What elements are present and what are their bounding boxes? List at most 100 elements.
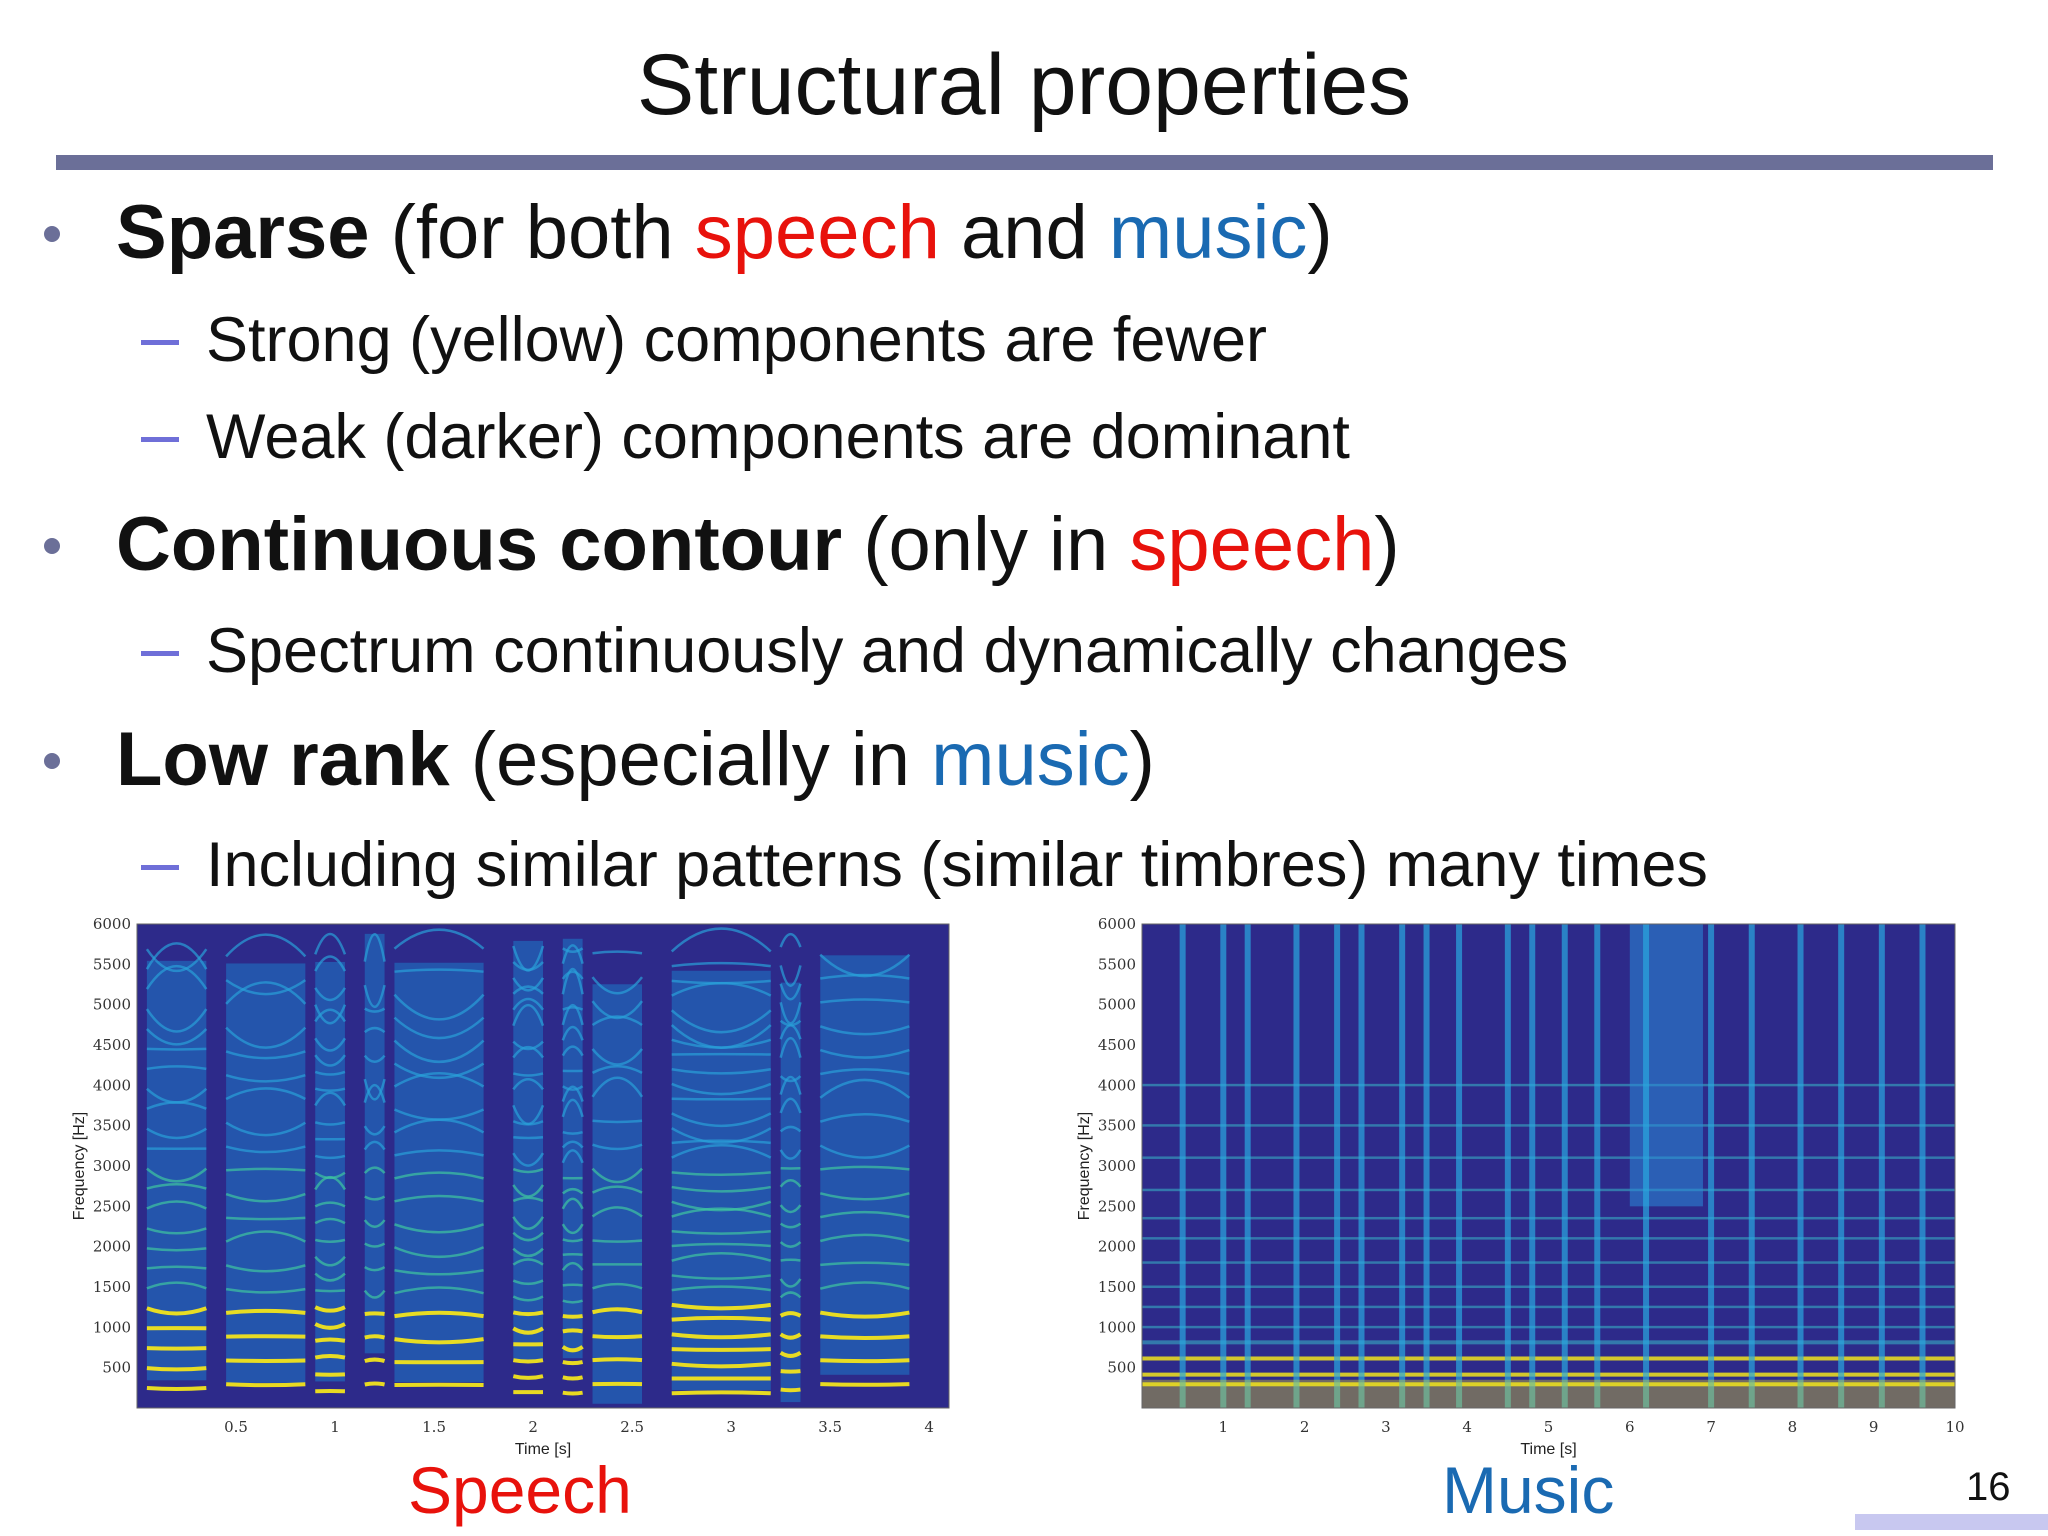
harmonic <box>512 1310 544 1317</box>
y-tick-label: 2000 <box>93 1238 131 1256</box>
harmonic <box>314 955 347 972</box>
slide-number: 16 <box>1966 1465 2011 1509</box>
spectrogram-marks <box>145 927 911 1404</box>
bullet-heading: Sparse <box>116 190 370 275</box>
harmonic <box>512 1004 545 1027</box>
harmonic <box>562 1085 584 1091</box>
harmonic-band <box>1142 1285 1955 1288</box>
speech-caption: Speech <box>408 1453 632 1527</box>
harmonic <box>364 1381 385 1387</box>
harmonic <box>512 1184 545 1198</box>
harmonic <box>512 985 544 995</box>
harmonic <box>512 1295 544 1302</box>
music-caption: Music <box>1442 1453 1615 1527</box>
y-tick-label: 6000 <box>93 915 131 933</box>
voiced-segment <box>780 982 801 1403</box>
onset-column <box>1797 924 1804 1408</box>
harmonic <box>670 1024 772 1049</box>
music-spectrogram: 500 1000 1500 2000 2500 3000 3500 4000 4500 5000 5… <box>1065 910 1975 1470</box>
harmonic <box>225 933 307 958</box>
harmonic <box>314 1154 346 1160</box>
harmonic <box>671 1230 771 1235</box>
harmonic <box>561 1085 584 1102</box>
harmonic <box>779 1311 802 1318</box>
harmonic <box>561 944 584 964</box>
speech-keyword: speech <box>694 190 940 275</box>
harmonic <box>561 1345 584 1353</box>
harmonic <box>394 1149 484 1157</box>
harmonic <box>820 1165 910 1171</box>
music-spectrogram-svg: 500 1000 1500 2000 2500 3000 3500 4000 4500 5000 5… <box>1076 915 1965 1458</box>
harmonic <box>820 1261 910 1267</box>
music-keyword: music <box>931 717 1130 802</box>
harmonic <box>779 1278 802 1288</box>
x-tick-label: 2.5 <box>620 1418 644 1436</box>
harmonic-band <box>1142 1237 1955 1240</box>
harmonic <box>592 1307 643 1315</box>
harmonic-band <box>1142 1216 1955 1220</box>
harmonic <box>363 1166 386 1174</box>
harmonic <box>819 1210 910 1219</box>
harmonic <box>780 1369 801 1374</box>
harmonic <box>561 1025 584 1041</box>
harmonic <box>393 993 485 1021</box>
y-tick-label: 2500 <box>93 1197 131 1215</box>
harmonic <box>225 1264 306 1273</box>
plot-area <box>1142 924 1955 1408</box>
bullet-marker <box>44 753 60 769</box>
harmonic <box>512 1167 544 1174</box>
y-tick-label: 4500 <box>1098 1036 1136 1054</box>
harmonic <box>146 1065 207 1071</box>
x-tick-label: 8 <box>1788 1418 1798 1436</box>
harmonic-band <box>1142 1305 1955 1309</box>
y-tick-label: 3500 <box>1098 1117 1136 1135</box>
harmonic <box>225 1050 306 1060</box>
x-tick-label: 2 <box>1300 1418 1310 1436</box>
harmonic <box>145 1008 208 1033</box>
x-tick-label: 0.5 <box>224 1418 248 1436</box>
voiced-segment <box>513 940 543 1361</box>
y-tick-label: 2500 <box>1098 1197 1136 1215</box>
y-tick-label: 5500 <box>1098 955 1136 973</box>
x-axis-label: Time [s] <box>1520 1441 1576 1458</box>
harmonic <box>670 1009 772 1034</box>
y-tick-label: 3000 <box>1098 1157 1136 1175</box>
bullet-text: (especially in <box>449 717 932 802</box>
bullet-text: ) <box>1307 190 1333 275</box>
harmonic <box>592 950 643 955</box>
harmonic <box>819 1192 910 1201</box>
harmonic <box>512 1077 545 1091</box>
harmonic <box>562 1252 583 1257</box>
harmonic <box>820 1068 910 1076</box>
harmonic <box>561 1045 584 1057</box>
harmonic <box>820 998 910 1004</box>
harmonic <box>780 1258 801 1262</box>
harmonic <box>671 1171 771 1177</box>
harmonic-band <box>1142 1340 1955 1345</box>
harmonic <box>512 1072 544 1077</box>
harmonic-band <box>1142 1156 1955 1159</box>
harmonic <box>671 1144 772 1159</box>
harmonic <box>562 1299 584 1304</box>
harmonic <box>779 932 802 948</box>
sub-bullet-item: Weak (darker) components are dominant <box>206 402 1350 472</box>
harmonic-band <box>1142 1325 1955 1329</box>
y-tick-label: 5500 <box>93 955 131 973</box>
sub-bullet-item: Spectrum continuously and dynamically ch… <box>206 616 1569 686</box>
y-tick-label: 1500 <box>93 1278 131 1296</box>
onset-column <box>1561 924 1568 1408</box>
x-tick-label: 7 <box>1706 1418 1716 1436</box>
harmonic <box>819 1233 910 1243</box>
harmonic <box>146 1182 207 1190</box>
harmonic <box>779 1179 802 1188</box>
harmonic <box>314 1353 346 1360</box>
x-tick-label: 3 <box>1381 1418 1391 1436</box>
harmonic <box>146 1265 207 1270</box>
harmonic <box>394 1194 484 1203</box>
bullet-heading: Low rank <box>116 717 450 802</box>
y-tick-label: 4500 <box>93 1036 131 1054</box>
plot-frame <box>136 923 950 1409</box>
harmonic <box>512 1247 544 1258</box>
harmonic <box>512 1104 545 1126</box>
harmonic <box>394 968 484 973</box>
